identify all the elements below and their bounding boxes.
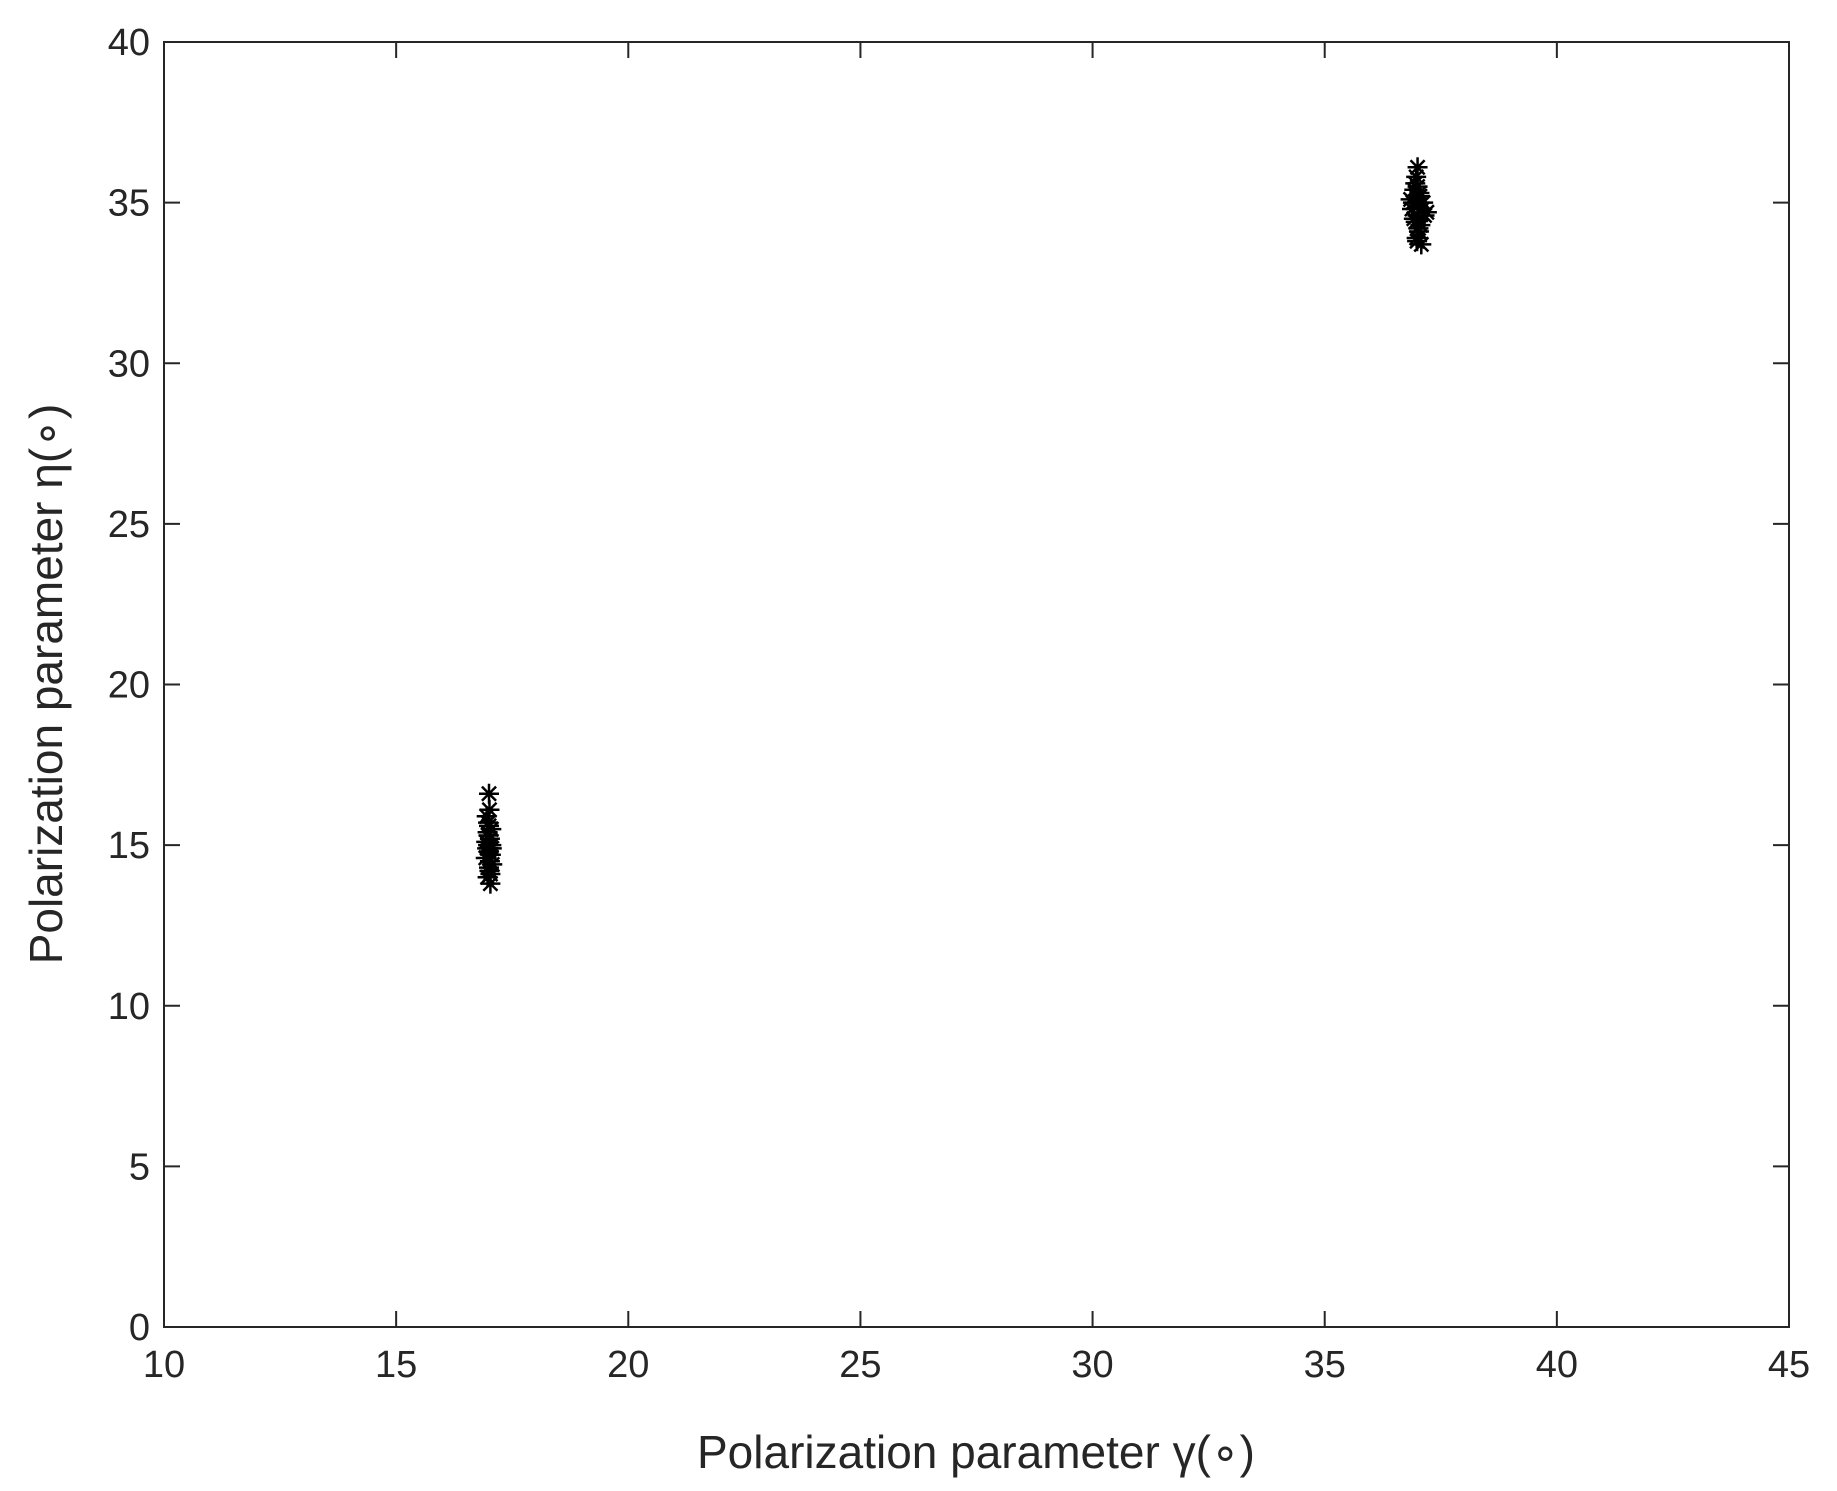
x-tick-label: 15 bbox=[375, 1344, 417, 1386]
marker-stroke bbox=[481, 859, 497, 876]
x-axis-label: Polarization parameter γ(∘) bbox=[697, 1426, 1255, 1478]
marker bbox=[1406, 166, 1427, 187]
marker-stroke bbox=[1412, 217, 1429, 234]
marker bbox=[477, 822, 498, 843]
y-tick-label: 20 bbox=[108, 665, 150, 707]
y-tick-label: 5 bbox=[129, 1146, 150, 1188]
plot-frame bbox=[163, 41, 1790, 1328]
x-tick-label: 35 bbox=[1304, 1344, 1346, 1386]
marker bbox=[1407, 192, 1428, 213]
marker-stroke bbox=[1411, 185, 1428, 201]
x-tick-label: 25 bbox=[839, 1344, 881, 1386]
y-tick-label: 10 bbox=[108, 986, 150, 1028]
x-tick-label: 30 bbox=[1071, 1344, 1113, 1386]
x-tick-label: 20 bbox=[607, 1344, 649, 1386]
marker-stroke bbox=[482, 866, 499, 882]
y-tick-label: 25 bbox=[108, 504, 150, 546]
marker-stroke bbox=[483, 837, 500, 854]
x-tick-label: 10 bbox=[143, 1344, 185, 1386]
y-tick-label: 0 bbox=[129, 1307, 150, 1349]
x-tick-label: 45 bbox=[1768, 1344, 1810, 1386]
y-tick-label: 30 bbox=[108, 343, 150, 385]
marker-stroke bbox=[1409, 194, 1426, 211]
marker bbox=[479, 799, 500, 820]
x-tick-label: 40 bbox=[1536, 1344, 1578, 1386]
marker-stroke bbox=[1408, 168, 1425, 185]
marker bbox=[1410, 215, 1431, 236]
marker bbox=[1407, 231, 1428, 252]
y-tick-label: 15 bbox=[108, 825, 150, 867]
marker bbox=[481, 835, 502, 856]
y-axis-label: Polarization parameter η(∘) bbox=[20, 404, 72, 965]
y-tick-label: 40 bbox=[108, 22, 150, 64]
marker-stroke bbox=[481, 785, 497, 802]
marker bbox=[480, 864, 501, 885]
marker-stroke bbox=[1409, 233, 1426, 250]
marker-stroke bbox=[481, 801, 498, 818]
marker-stroke bbox=[479, 824, 496, 841]
y-tick-label: 35 bbox=[108, 183, 150, 225]
